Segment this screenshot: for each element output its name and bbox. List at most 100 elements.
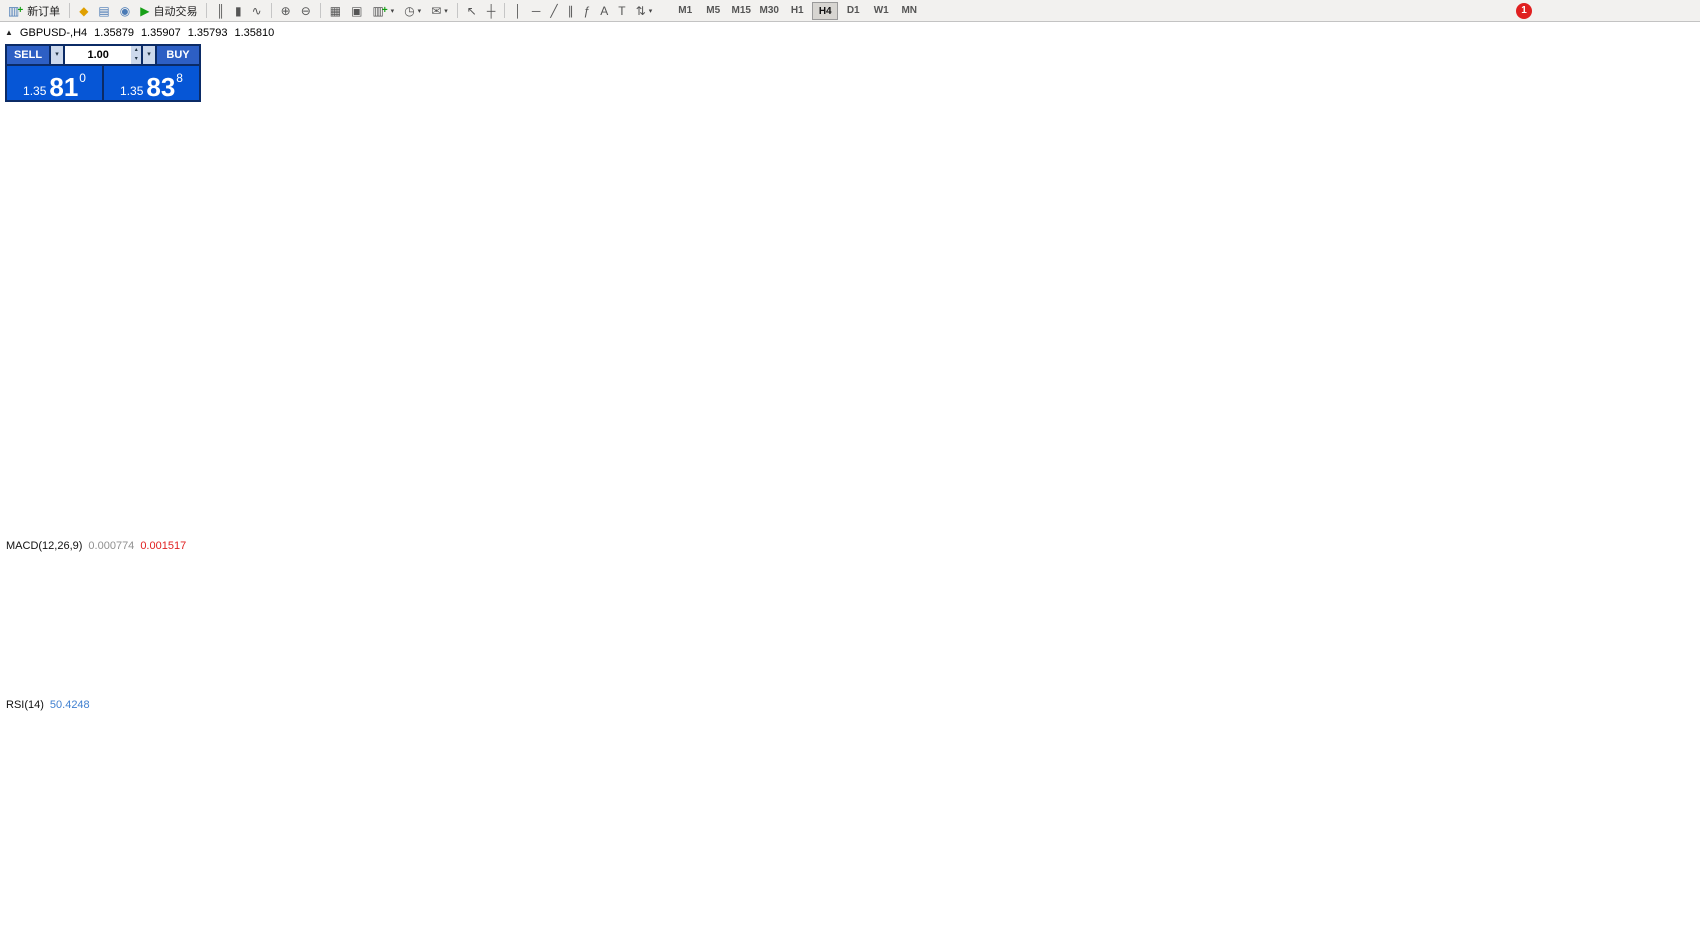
auto-arrange-icon[interactable]: ▣: [347, 1, 366, 21]
tile-windows-icon[interactable]: ▦: [326, 1, 345, 21]
auto-arrange-icon-glyph: ▣: [351, 3, 363, 18]
buy-button[interactable]: BUY: [157, 46, 199, 64]
rsi-value: 50.4248: [49, 699, 90, 711]
zoom-out-icon[interactable]: ⊖: [297, 1, 315, 21]
dropdown-arrow-icon[interactable]: ▾: [390, 7, 395, 15]
equidistant-channel-icon-glyph: ∥: [567, 3, 574, 18]
buy-price-prefix: 1.35: [120, 83, 144, 98]
timeframe-W1[interactable]: W1: [873, 4, 889, 16]
line-chart-icon[interactable]: ∿: [248, 1, 266, 21]
arrows-tool-icon-glyph: ⇅: [635, 3, 646, 18]
data-window-icon-glyph: ▤: [98, 3, 110, 18]
bar-chart-icon[interactable]: ║: [212, 1, 229, 21]
zoom-in-icon-glyph: ⊕: [280, 3, 291, 18]
buy-options-dropdown[interactable]: ▾: [143, 46, 155, 64]
ohlc-high: 1.35907: [140, 27, 181, 39]
toolbar-separator: [206, 3, 208, 18]
horizontal-line-icon-glyph: ─: [531, 3, 541, 18]
navigator-icon[interactable]: ◉: [116, 1, 134, 21]
new-chart-icon[interactable]: ▥ + ▾: [368, 1, 398, 21]
toolbar-separator: [504, 3, 506, 18]
dropdown-arrow-icon[interactable]: ▾: [648, 7, 653, 15]
dropdown-arrow-icon[interactable]: ▾: [444, 7, 448, 15]
crosshair-icon[interactable]: ┼: [483, 1, 500, 21]
sell-options-dropdown[interactable]: ▾: [51, 46, 63, 64]
chart-ohlc-header: ▲ GBPUSD-,H4 1.35879 1.35907 1.35793 1.3…: [5, 27, 274, 39]
spinner-up-icon[interactable]: ▴: [134, 47, 138, 53]
symbol-period: GBPUSD-,H4: [19, 27, 88, 39]
toolbar: ▥ + 新订单 ◆ ▤ ◉ ▶ 自动交易 ║ ▮ ∿ ⊕ ⊖ ▦ ▣ ▥ + ▾ ◷ ▾ ✉ ▾ ↖ ┼ │ ─ ╱ ∥ ƒ A T ⇅ ▾ M1…: [0, 0, 1700, 22]
text-label-icon[interactable]: T: [614, 1, 629, 21]
toolbar-separator: [69, 3, 71, 18]
dropdown-arrow-icon[interactable]: ▾: [417, 7, 422, 15]
volume-spinner[interactable]: ▴ ▾: [131, 46, 141, 64]
profiles-icon[interactable]: ◷ ▾: [400, 1, 425, 21]
autotrading-button[interactable]: ▶ 自动交易: [136, 1, 201, 21]
timeframe-D1[interactable]: D1: [846, 4, 860, 16]
new-order-button[interactable]: ▥ + 新订单: [4, 1, 64, 21]
navigator-icon-glyph: ◉: [119, 3, 131, 18]
timeframe-H1[interactable]: H1: [790, 4, 804, 16]
ohlc-low: 1.35793: [187, 27, 228, 39]
toolbar-separator: [270, 3, 272, 18]
tile-windows-icon-glyph: ▦: [329, 3, 342, 18]
chart-icon: ▲: [5, 28, 13, 37]
ohlc-open: 1.35879: [94, 27, 134, 39]
one-click-trading-panel: SELL ▾ ▴ ▾ ▾ BUY 1.35 81 0 1.35 83 8: [5, 44, 201, 102]
timeframe-M1[interactable]: M1: [678, 4, 693, 16]
rsi-label: RSI(14): [6, 699, 44, 711]
arrows-tool-icon[interactable]: ⇅ ▾: [632, 1, 657, 21]
macd-header: MACD(12,26,9) 0.000774 0.001517: [6, 540, 186, 552]
vertical-line-icon[interactable]: │: [510, 1, 526, 21]
fibonacci-icon[interactable]: ƒ: [580, 1, 595, 21]
ohlc-close: 1.35810: [234, 27, 275, 39]
buy-price-big: 83: [146, 71, 176, 102]
equidistant-channel-icon[interactable]: ∥: [564, 1, 578, 21]
macd-main-value: 0.000774: [88, 540, 135, 552]
macd-label: MACD(12,26,9): [6, 540, 83, 552]
volume-input[interactable]: [65, 46, 132, 64]
cursor-icon[interactable]: ↖: [463, 1, 481, 21]
notification-badge[interactable]: 1: [1516, 3, 1532, 19]
timeframe-M5[interactable]: M5: [706, 4, 721, 16]
vertical-line-icon-glyph: │: [514, 3, 522, 18]
new-chart-icon-glyph: ▥: [372, 3, 384, 18]
timeframe-H4[interactable]: H4: [812, 1, 839, 20]
plus-icon: +: [17, 5, 24, 16]
timeframe-M15[interactable]: M15: [731, 4, 751, 16]
trendline-icon-glyph: ╱: [550, 3, 558, 18]
templates-icon[interactable]: ✉ ▾: [427, 1, 452, 21]
crosshair-icon-glyph: ┼: [486, 3, 496, 18]
buy-price[interactable]: 1.35 83 8: [104, 66, 199, 100]
trendline-icon[interactable]: ╱: [546, 1, 561, 21]
toolbar-separator: [319, 3, 321, 18]
sell-button[interactable]: SELL: [7, 46, 49, 64]
autotrading-button-label: 自动交易: [153, 5, 198, 18]
macd-signal-value: 0.001517: [140, 540, 187, 552]
text-icon[interactable]: A: [596, 1, 612, 21]
data-window-icon[interactable]: ▤: [94, 1, 113, 21]
market-watch-icon[interactable]: ◆: [75, 1, 92, 21]
horizontal-line-icon[interactable]: ─: [528, 1, 545, 21]
new-order-glyph: ▥: [8, 3, 20, 18]
text-icon-glyph: A: [600, 3, 609, 18]
zoom-in-icon[interactable]: ⊕: [277, 1, 295, 21]
sell-price-big: 81: [49, 71, 79, 102]
buy-price-pipette: 8: [176, 71, 183, 85]
fibonacci-icon-glyph: ƒ: [583, 3, 591, 18]
plus-icon: +: [381, 5, 388, 16]
timeframe-M30[interactable]: M30: [759, 4, 779, 16]
sell-price-pipette: 0: [79, 71, 86, 85]
timeframe-MN[interactable]: MN: [901, 4, 917, 16]
spinner-down-icon[interactable]: ▾: [134, 56, 138, 62]
bar-chart-icon-glyph: ║: [216, 3, 225, 18]
sell-price-prefix: 1.35: [23, 83, 47, 98]
sell-price[interactable]: 1.35 81 0: [7, 66, 102, 100]
market-watch-icon-glyph: ◆: [79, 3, 89, 18]
rsi-header: RSI(14) 50.4248: [6, 699, 90, 711]
candlestick-chart-icon[interactable]: ▮: [231, 1, 246, 21]
cursor-icon-glyph: ↖: [466, 3, 477, 18]
timeframe-group: M1 M5 M15 M30 H1 H4 D1 W1 MN: [671, 1, 923, 20]
